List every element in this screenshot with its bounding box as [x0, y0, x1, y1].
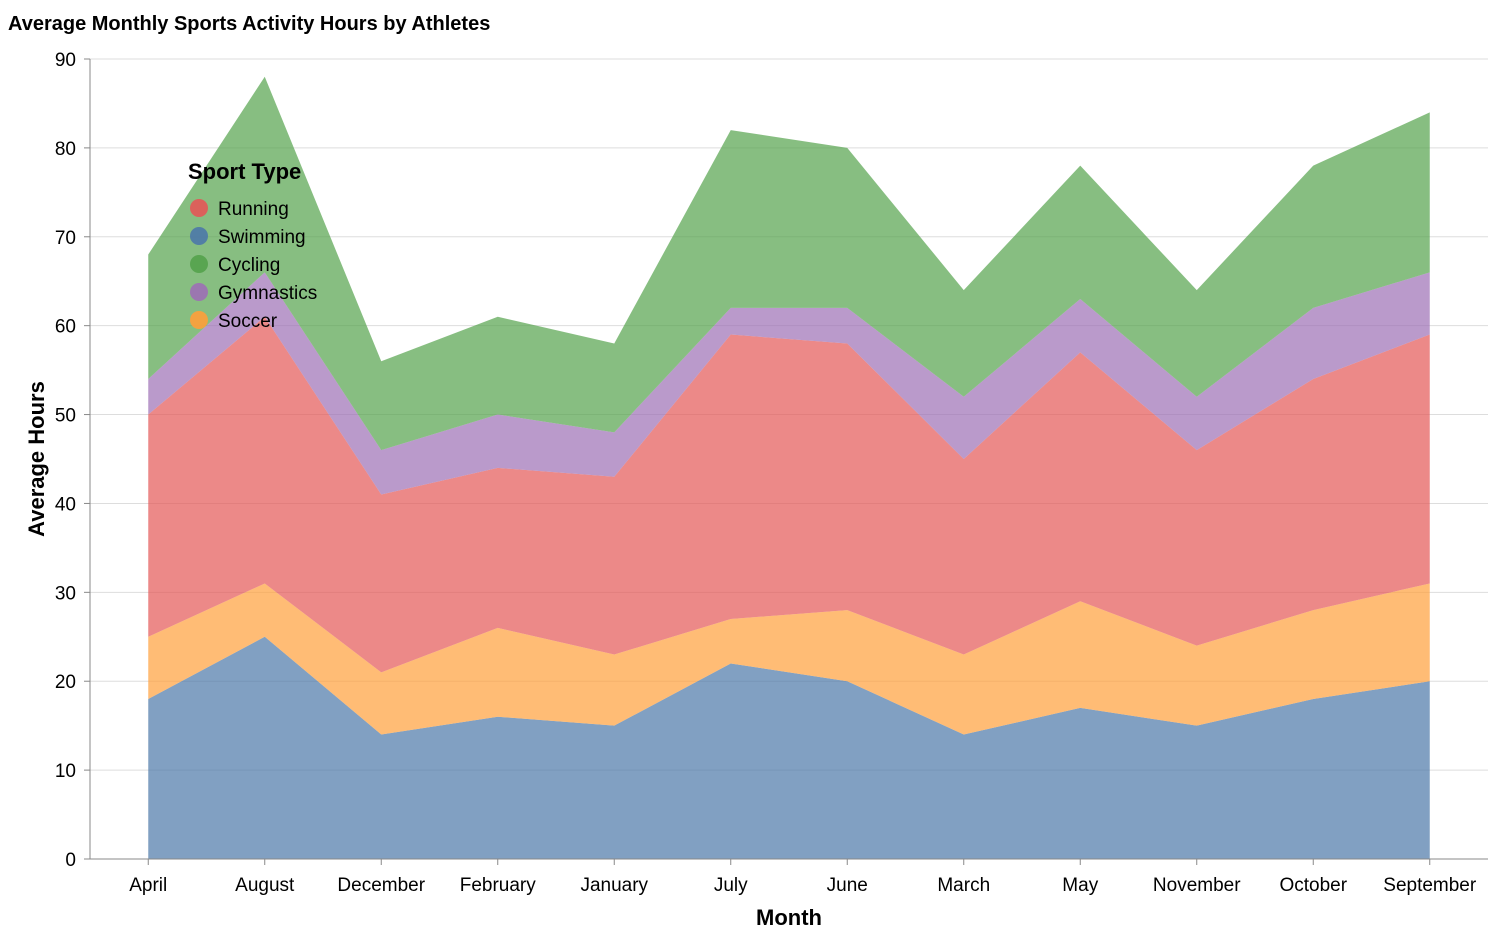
- y-tick-label: 60: [55, 317, 76, 338]
- y-tick-label: 50: [55, 406, 76, 427]
- x-tick-label: May: [1062, 875, 1098, 896]
- legend-label-running: Running: [218, 199, 289, 220]
- legend-title: Sport Type: [188, 159, 301, 184]
- axes: 0 10 20 30 40 50 60 70 80 90 April August December Fe…: [55, 50, 1488, 896]
- y-tick-label: 30: [55, 583, 76, 604]
- x-tick-label: December: [337, 875, 425, 896]
- x-tick-label: September: [1383, 875, 1477, 896]
- y-tick-label: 70: [55, 228, 76, 249]
- area-cycling: [148, 76, 1430, 451]
- legend-label-soccer: Soccer: [218, 311, 278, 332]
- x-axis-title: Month: [756, 905, 822, 930]
- y-tick-label: 80: [55, 139, 76, 160]
- legend-swatch-gymnastics: [190, 283, 208, 301]
- x-tick-label: June: [827, 875, 868, 896]
- area-gymnastics: [148, 272, 1430, 495]
- chart-title: Average Monthly Sports Activity Hours by…: [8, 13, 490, 35]
- legend: Sport Type Running Swimming Cycling Gymnast…: [188, 159, 317, 332]
- x-tick-label: July: [714, 875, 748, 896]
- legend-swatch-soccer: [190, 311, 208, 329]
- area-soccer: [148, 583, 1430, 735]
- legend-swatch-cycling: [190, 255, 208, 273]
- x-tick-label: January: [580, 875, 648, 896]
- legend-label-gymnastics: Gymnastics: [218, 283, 317, 304]
- area-series: [148, 76, 1430, 859]
- legend-label-cycling: Cycling: [218, 255, 280, 276]
- x-tick-label: April: [129, 875, 167, 896]
- y-tick-label: 40: [55, 494, 76, 515]
- legend-swatch-running: [190, 199, 208, 217]
- y-axis-title: Average Hours: [24, 381, 49, 537]
- y-tick-label: 0: [65, 850, 76, 871]
- x-tick-label: March: [937, 875, 990, 896]
- x-tick-label: October: [1279, 875, 1347, 896]
- x-tick-label: November: [1153, 875, 1241, 896]
- area-running: [148, 316, 1430, 673]
- y-tick-label: 20: [55, 672, 76, 693]
- area-swimming: [148, 636, 1430, 859]
- y-tick-label: 10: [55, 761, 76, 782]
- legend-label-swimming: Swimming: [218, 227, 306, 248]
- x-tick-label: August: [235, 875, 295, 896]
- legend-swatch-swimming: [190, 227, 208, 245]
- y-tick-label: 90: [55, 50, 76, 71]
- x-tick-label: February: [460, 875, 537, 896]
